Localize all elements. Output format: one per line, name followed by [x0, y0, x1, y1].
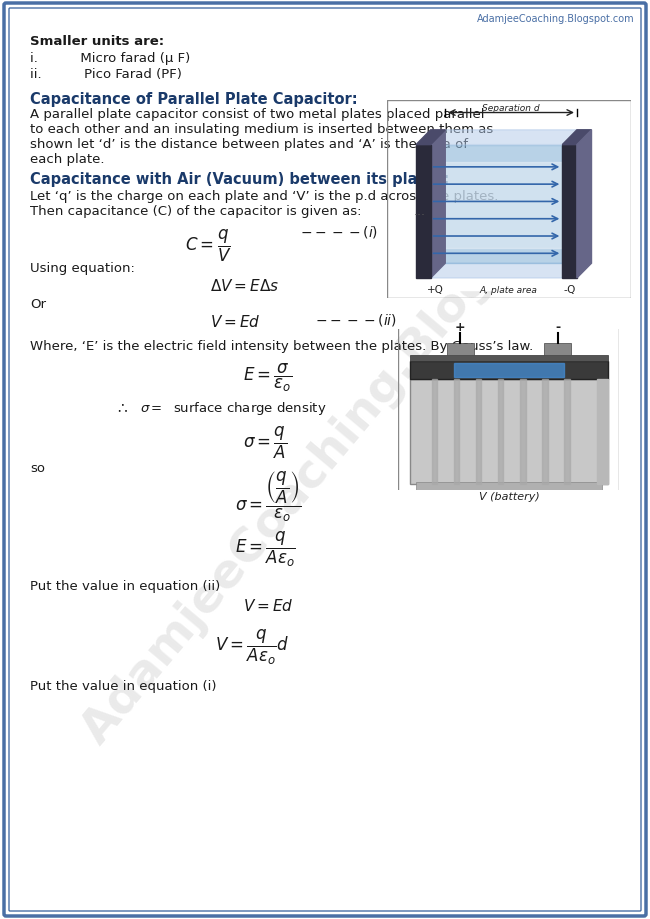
Text: $C = \dfrac{q}{V}$: $C = \dfrac{q}{V}$ [185, 228, 231, 264]
Bar [498, 380, 503, 483]
Text: Then capacitance (C) of the capacitor is given as:: Then capacitance (C) of the capacitor is… [30, 205, 361, 218]
Text: each plate.: each plate. [30, 153, 105, 166]
Polygon shape [430, 162, 562, 248]
Polygon shape [430, 130, 445, 278]
Text: $V = \dfrac{q}{A\epsilon_o}d$: $V = \dfrac{q}{A\epsilon_o}d$ [215, 628, 289, 667]
Text: to each other and an insulating medium is inserted between them as: to each other and an insulating medium i… [30, 123, 493, 136]
Bar [430, 144, 562, 263]
Bar [454, 363, 564, 377]
Text: $E = \dfrac{q}{A\epsilon_o}$: $E = \dfrac{q}{A\epsilon_o}$ [235, 530, 296, 569]
Text: $- - - -(ii)$: $- - - -(ii)$ [315, 312, 397, 328]
Text: $\sigma = $  surface charge density: $\sigma = $ surface charge density [140, 400, 326, 417]
Text: ii.          Pico Farad (PF): ii. Pico Farad (PF) [30, 68, 182, 81]
Text: Capacitance with Air (Vacuum) between its plates:: Capacitance with Air (Vacuum) between it… [30, 172, 449, 187]
Text: Put the value in equation (ii): Put the value in equation (ii) [30, 580, 220, 593]
Text: Separation d: Separation d [482, 104, 540, 113]
Bar [564, 380, 569, 483]
Text: i.          Micro farad (μ F): i. Micro farad (μ F) [30, 52, 190, 65]
Text: Capacitance of Parallel Plate Capacitor:: Capacitance of Parallel Plate Capacitor: [30, 92, 358, 107]
Bar [542, 380, 547, 483]
Text: shown let ‘d’ is the distance between plates and ‘A’ is the area of: shown let ‘d’ is the distance between pl… [30, 138, 468, 151]
Text: -Q: -Q [564, 285, 576, 295]
Bar [410, 361, 608, 380]
Bar [476, 380, 481, 483]
Bar [454, 380, 459, 483]
FancyBboxPatch shape [4, 3, 646, 916]
Text: $\therefore$: $\therefore$ [115, 400, 129, 415]
Bar [520, 380, 525, 483]
Bar [432, 380, 437, 483]
Text: Put the value in equation (i): Put the value in equation (i) [30, 680, 216, 693]
Text: $V = Ed$: $V = Ed$ [210, 314, 261, 330]
Text: AdamjeeCoaching.Blogspot: AdamjeeCoaching.Blogspot [73, 165, 577, 753]
Text: +: + [455, 321, 465, 334]
Text: V (battery): V (battery) [478, 492, 540, 502]
Polygon shape [597, 380, 608, 483]
Text: Let ‘q’ is the charge on each plate and ‘V’ is the p.d across the plates.: Let ‘q’ is the charge on each plate and … [30, 190, 499, 203]
Polygon shape [430, 263, 592, 278]
Polygon shape [562, 130, 592, 144]
Text: $V = Ed$: $V = Ed$ [243, 598, 294, 614]
Bar [388, 85, 632, 290]
Bar [416, 482, 602, 490]
Text: Where, ‘E’ is the electric field intensity between the plates. By Gauss’s law.: Where, ‘E’ is the electric field intensi… [30, 340, 533, 353]
Bar [447, 343, 474, 355]
Polygon shape [577, 130, 592, 278]
Text: $E = \dfrac{\sigma}{\epsilon_o}$: $E = \dfrac{\sigma}{\epsilon_o}$ [243, 362, 292, 394]
Text: ...: ... [413, 205, 426, 218]
Text: $\Delta V = E\Delta s$: $\Delta V = E\Delta s$ [210, 278, 280, 294]
Text: Or: Or [30, 298, 46, 311]
Text: -: - [555, 321, 560, 334]
Polygon shape [562, 144, 577, 278]
Bar [410, 380, 608, 483]
Polygon shape [416, 144, 430, 278]
Text: AdamjeeCoaching.Blogspot.com: AdamjeeCoaching.Blogspot.com [477, 14, 635, 24]
Text: +Q: +Q [427, 285, 444, 295]
Bar [410, 355, 608, 361]
Text: Smaller units are:: Smaller units are: [30, 35, 164, 48]
Text: $\sigma = \dfrac{\left(\dfrac{q}{A}\right)}{\epsilon_o}$: $\sigma = \dfrac{\left(\dfrac{q}{A}\righ… [235, 470, 302, 525]
Text: $\sigma = \dfrac{q}{A}$: $\sigma = \dfrac{q}{A}$ [243, 425, 287, 461]
Bar [544, 343, 571, 355]
Text: $- - - -(i)$: $- - - -(i)$ [300, 224, 378, 240]
Text: Using equation:: Using equation: [30, 262, 135, 275]
Polygon shape [430, 130, 592, 144]
Text: so: so [30, 462, 45, 475]
Text: A, plate area: A, plate area [480, 286, 538, 295]
Polygon shape [416, 130, 445, 144]
Text: A parallel plate capacitor consist of two metal plates placed parallel: A parallel plate capacitor consist of tw… [30, 108, 484, 121]
